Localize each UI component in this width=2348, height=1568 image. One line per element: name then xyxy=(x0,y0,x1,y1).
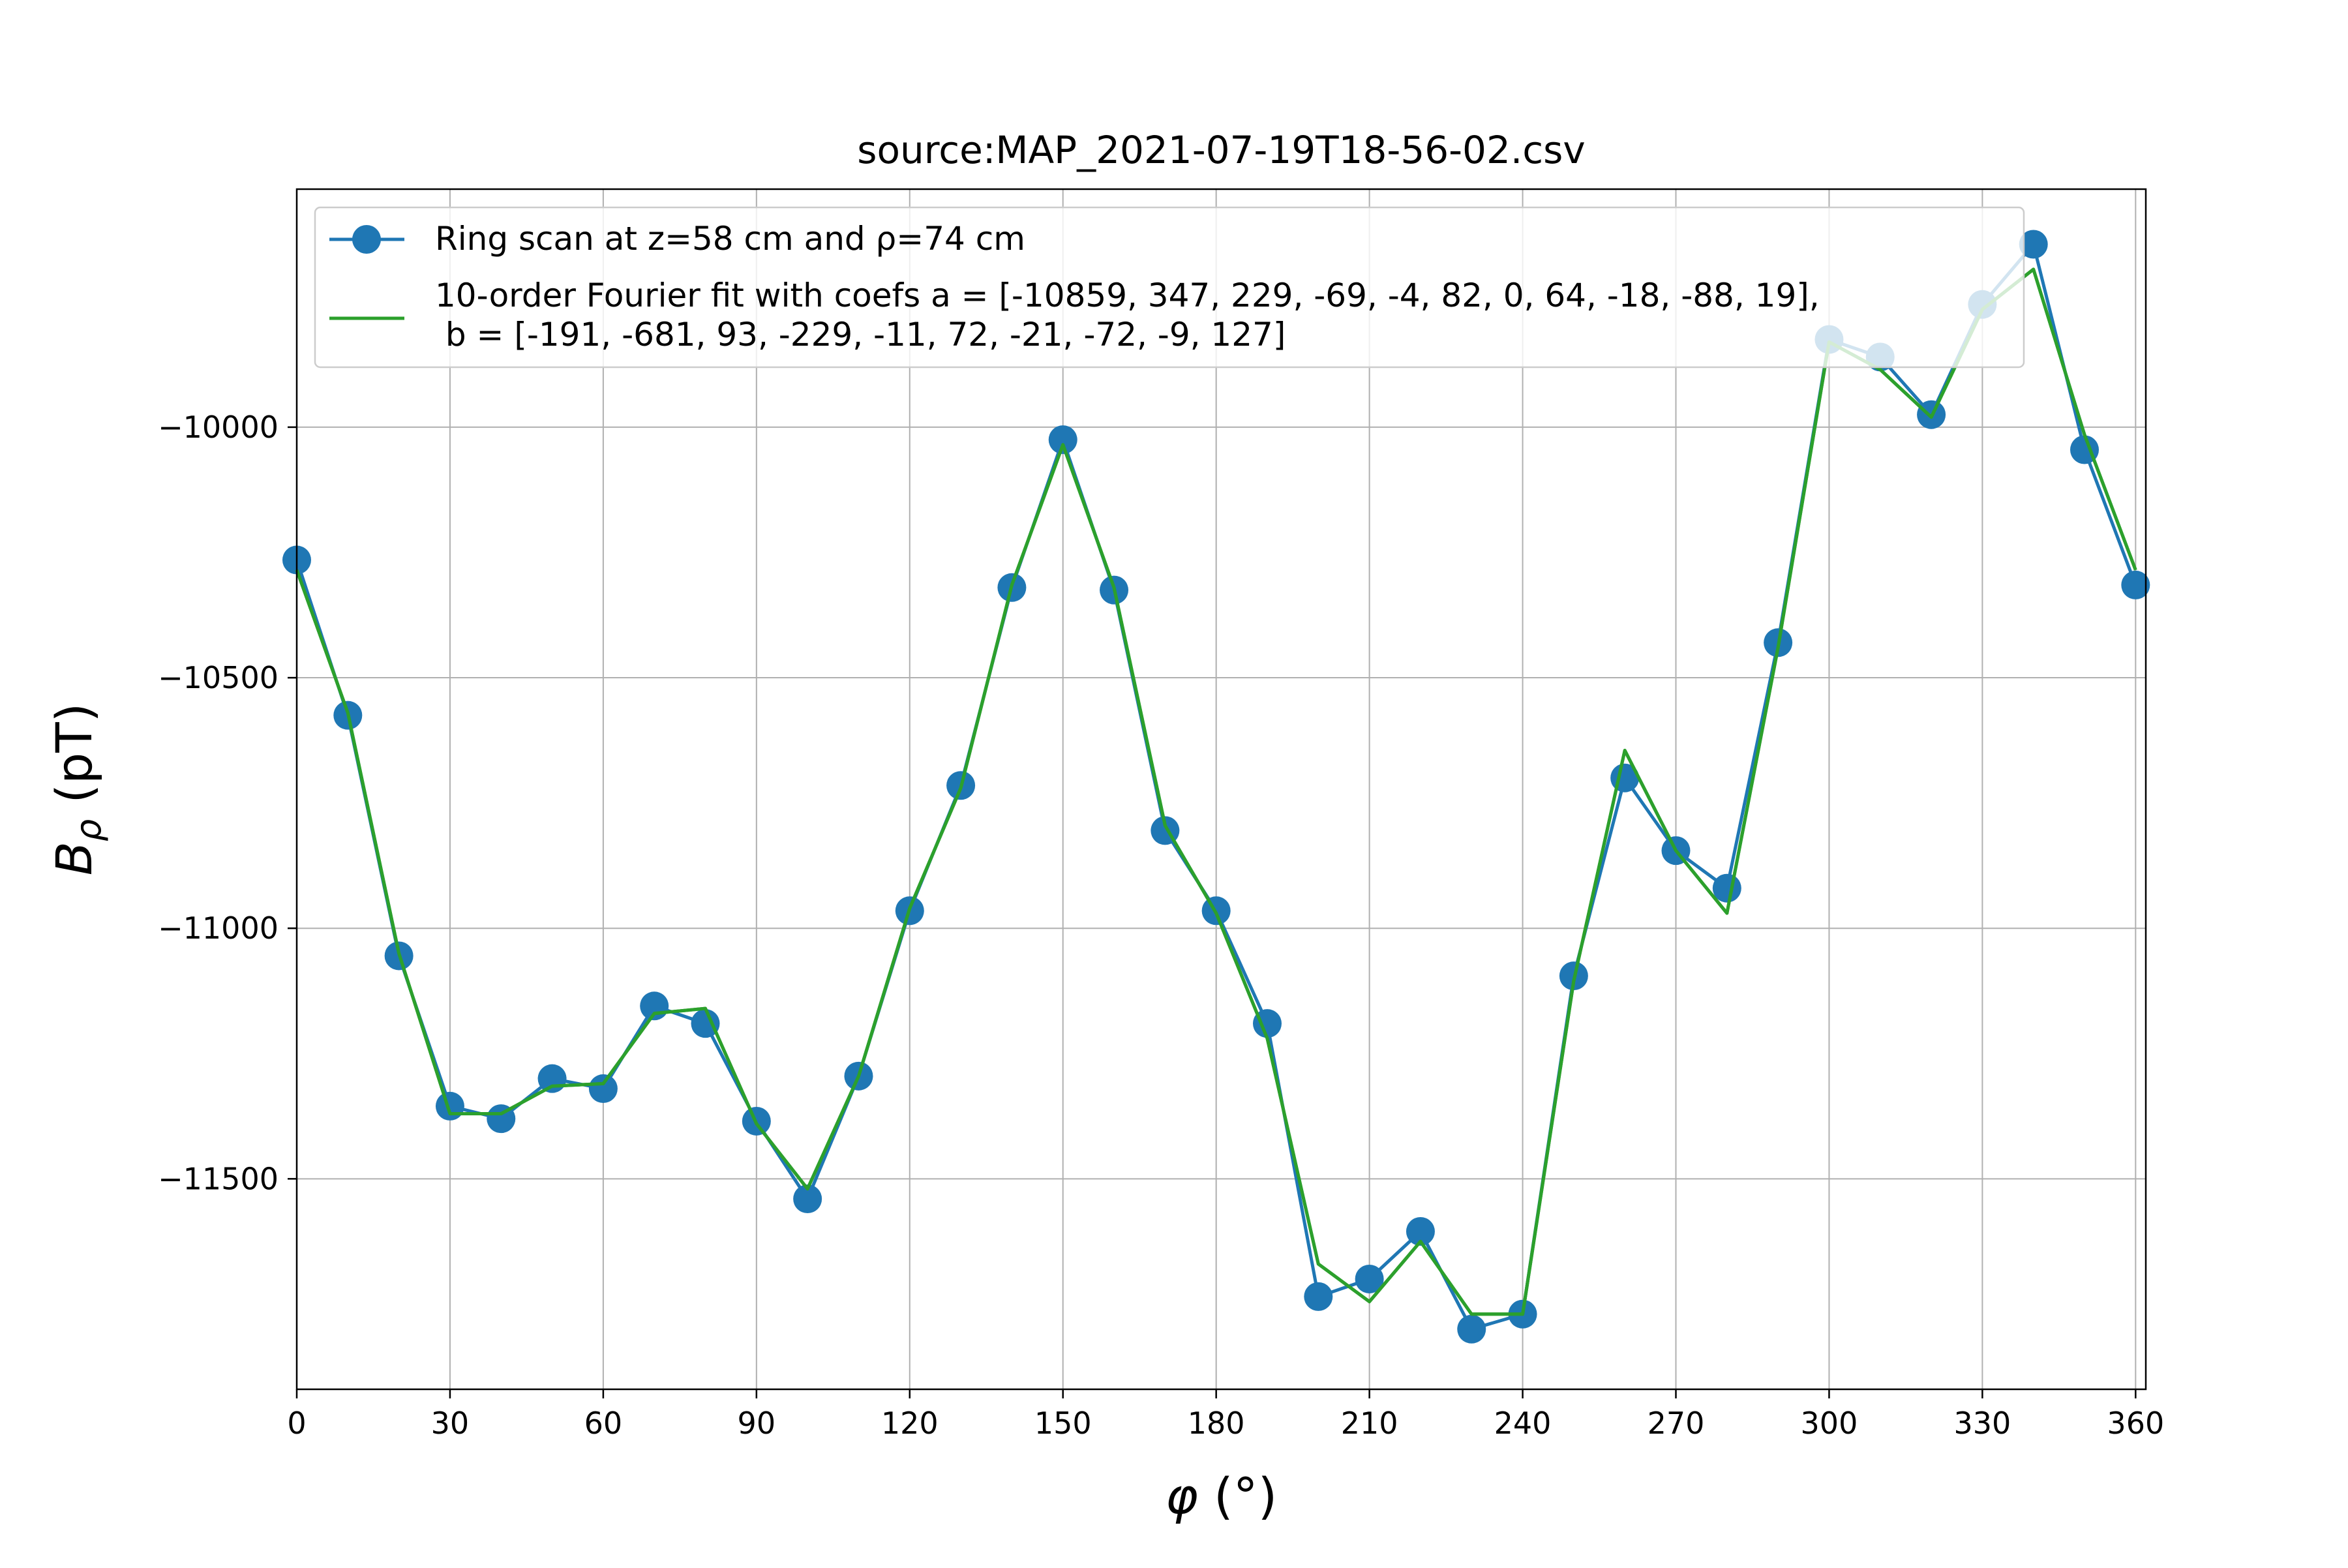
x-tick-label: 210 xyxy=(1341,1406,1398,1441)
x-axis-label: φ (°) xyxy=(1166,1467,1278,1525)
y-tick-label: −11000 xyxy=(158,911,278,946)
y-axis-subscript: ρ xyxy=(68,819,109,841)
x-tick-label: 180 xyxy=(1188,1406,1245,1441)
ring-scan-point xyxy=(691,1009,720,1038)
ticks: 0 30 60 90 120 150 180 210 240 270 300 330 360 −10000… xyxy=(158,410,2164,1441)
ring-scan-point xyxy=(1048,425,1077,455)
x-tick-label: 60 xyxy=(584,1406,623,1441)
x-tick-label: 240 xyxy=(1494,1406,1552,1441)
legend: Ring scan at z=58 cm and ρ=74 cm 10-orde… xyxy=(314,206,2025,369)
ring-scan-point xyxy=(1406,1216,1435,1246)
ring-scan-point xyxy=(793,1184,822,1214)
legend-label-ring-scan: Ring scan at z=58 cm and ρ=74 cm xyxy=(435,220,1025,258)
y-axis-label: Bρ (pT) xyxy=(45,703,109,876)
y-tick-label: −11500 xyxy=(158,1161,278,1196)
ring-scan-point xyxy=(1457,1314,1486,1344)
ring-scan-point xyxy=(2121,570,2150,599)
ring-scan-point xyxy=(1355,1264,1384,1293)
x-axis-unit: (°) xyxy=(1198,1467,1277,1525)
ring-scan-point xyxy=(588,1074,618,1104)
plot-frame xyxy=(295,188,2147,1391)
ring-scan-point xyxy=(1304,1282,1333,1311)
x-axis-symbol: φ xyxy=(1166,1467,1198,1525)
y-tick-label: −10000 xyxy=(158,410,278,445)
y-tick-label: −10500 xyxy=(158,660,278,695)
x-tick-label: 0 xyxy=(287,1406,306,1441)
x-tick-label: 270 xyxy=(1648,1406,1705,1441)
ring-scan-point xyxy=(435,1091,464,1121)
x-tick-label: 120 xyxy=(881,1406,939,1441)
x-tick-label: 330 xyxy=(1953,1406,2011,1441)
grid xyxy=(296,189,2146,1389)
legend-marker-ring-scan xyxy=(352,225,381,254)
legend-label-fourier-fit-line2: b = [-191, -681, 93, -229, -11, 72, -21,… xyxy=(435,316,1286,354)
ring-scan-point xyxy=(1712,873,1741,903)
chart-title: source:MAP_2021-07-19T18-56-02.csv xyxy=(857,128,1585,172)
ring-scan-point xyxy=(1252,1009,1282,1038)
x-tick-label: 90 xyxy=(738,1406,776,1441)
x-tick-label: 300 xyxy=(1801,1406,1858,1441)
x-tick-label: 150 xyxy=(1034,1406,1092,1441)
legend-label-fourier-fit-line1: 10-order Fourier fit with coefs a = [-10… xyxy=(435,277,1820,314)
legend-box xyxy=(314,206,2025,369)
y-axis-symbol: B xyxy=(45,841,103,875)
ring-scan-point xyxy=(537,1064,567,1093)
x-tick-label: 30 xyxy=(431,1406,470,1441)
x-tick-label: 360 xyxy=(2107,1406,2164,1441)
ring-scan-point xyxy=(2019,230,2048,259)
y-axis-unit: (pT) xyxy=(45,703,103,819)
